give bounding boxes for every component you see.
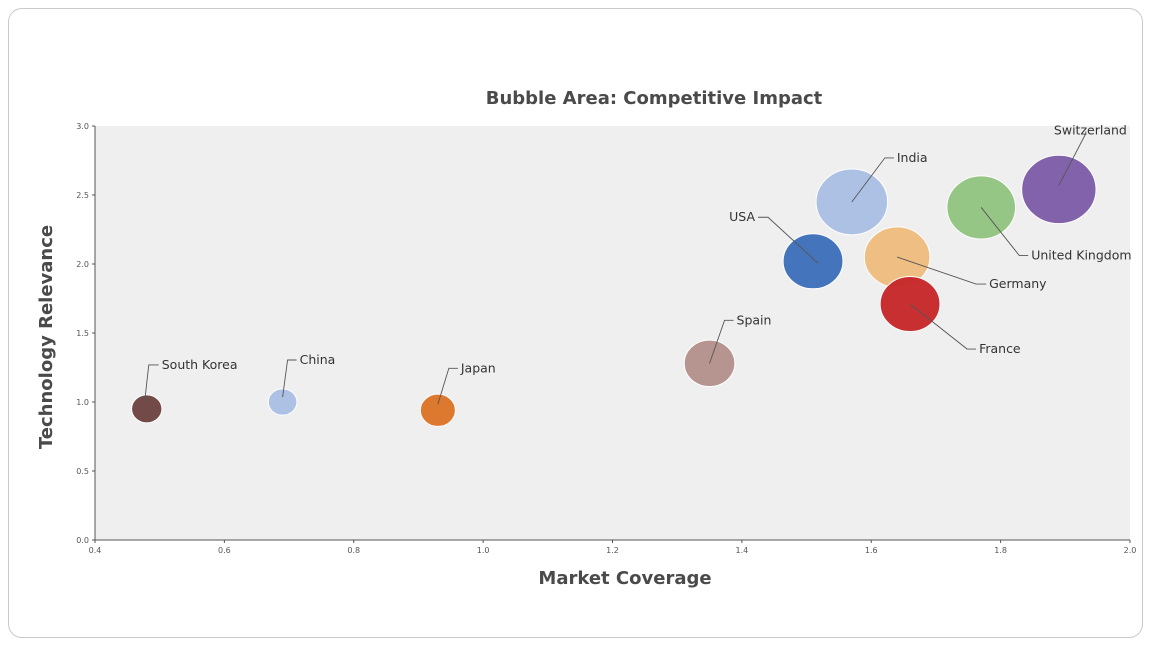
chart-title: Bubble Area: Competitive Impact [486,88,823,109]
leader-line-china [282,359,297,398]
bubble-japan[interactable] [419,393,456,427]
y-tick-label: 3.0 [76,122,89,131]
x-tick-label: 1.8 [994,546,1007,555]
bubble-south-korea[interactable] [131,394,163,424]
y-tick-label: 0.0 [76,536,89,545]
x-tick-label: 1.2 [606,546,619,555]
leader-line-france [909,303,977,350]
leader-line-switzerland [1058,131,1087,186]
y-tick-label: 1.5 [76,329,89,338]
x-tick-label: 1.6 [865,546,878,555]
y-tick-label: 1.0 [76,398,89,407]
data-label-germany: Germany [989,276,1047,291]
data-label-japan: Japan [460,360,496,375]
y-tick-label: 2.0 [76,260,89,269]
data-label-india: India [897,150,928,165]
bubble-china[interactable] [267,388,298,416]
leader-line-germany [896,256,987,285]
data-label-united-kingdom: United Kingdom [1031,247,1131,262]
bubble-switzerland[interactable] [1021,154,1097,225]
data-label-usa: USA [729,209,755,224]
leader-line-india [851,157,894,203]
x-tick-label: 1.4 [736,546,749,555]
x-axis-title: Market Coverage [538,568,711,589]
x-tick-label: 0.8 [347,546,360,555]
leader-line-united-kingdom [980,207,1029,256]
plot-area: 0.4 0.6 0.8 1.0 1.2 1.4 1.6 1.8 2.0 0.0 0.5 1.0 1.5 2… [76,122,1136,555]
data-label-south-korea: South Korea [162,357,238,372]
x-tick-label: 0.6 [218,546,231,555]
x-tick-label: 1.0 [477,546,490,555]
x-tick-label: 0.4 [89,546,102,555]
bubble-usa[interactable] [782,233,844,290]
leader-line-usa [758,216,819,264]
leader-line-south-korea [144,364,159,401]
y-tick-label: 2.5 [76,191,89,200]
y-tick-label: 0.5 [76,467,89,476]
data-label-switzerland: Switzerland [1054,122,1127,137]
data-label-france: France [979,341,1021,356]
data-label-china: China [300,352,336,367]
leader-line-japan [437,367,458,405]
y-axis-title: Technology Relevance [36,225,57,449]
leader-line-spain [709,319,734,364]
x-tick-label: 2.0 [1124,546,1137,555]
data-label-spain: Spain [737,312,772,327]
